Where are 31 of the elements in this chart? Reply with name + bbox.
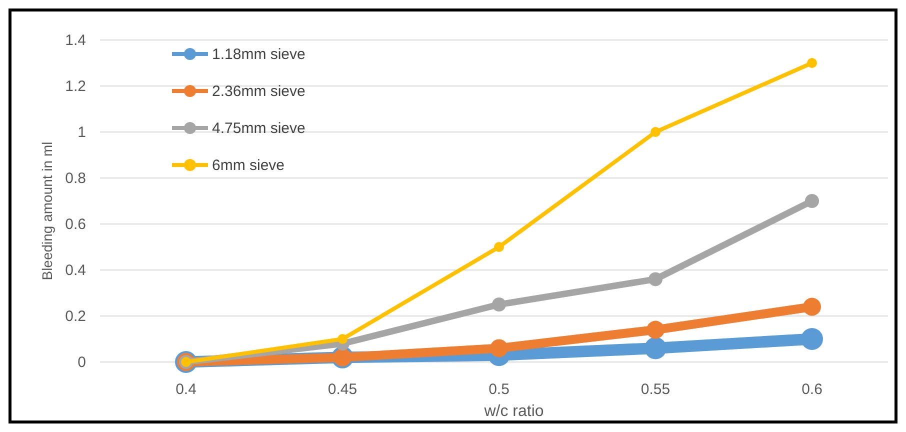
- x-tick-label: 0.55: [640, 381, 670, 398]
- legend-label: 1.18mm sieve: [212, 46, 306, 63]
- y-tick-label: 1: [78, 124, 86, 141]
- point: [494, 242, 504, 252]
- point: [805, 194, 819, 208]
- x-tick-label: 0.45: [328, 381, 358, 398]
- y-tick-label: 0: [78, 354, 86, 371]
- point: [338, 334, 348, 344]
- y-tick-label: 0.4: [65, 262, 86, 279]
- x-tick-label: 0.5: [488, 381, 510, 398]
- point: [492, 298, 506, 312]
- legend-label: 4.75mm sieve: [212, 120, 306, 137]
- y-tick-label: 1.2: [65, 78, 86, 95]
- x-axis-title: w/c ratio: [483, 403, 544, 420]
- point: [801, 328, 823, 350]
- y-tick-label: 0.8: [65, 170, 86, 187]
- point: [644, 337, 666, 360]
- y-axis-title: Bleeding amount in ml: [39, 142, 55, 280]
- legend-label: 2.36mm sieve: [212, 83, 306, 100]
- y-tick-label: 1.4: [65, 32, 86, 49]
- y-tick-label: 0.2: [65, 308, 86, 325]
- x-tick-label: 0.4: [176, 381, 196, 398]
- point: [650, 127, 660, 137]
- legend-label: 6mm sieve: [212, 157, 285, 174]
- x-tick-label: 0.6: [802, 381, 822, 398]
- y-tick-label: 0.6: [65, 216, 86, 233]
- point: [803, 298, 821, 316]
- point: [646, 320, 664, 339]
- point: [807, 58, 817, 68]
- point: [648, 272, 662, 286]
- point: [490, 339, 508, 358]
